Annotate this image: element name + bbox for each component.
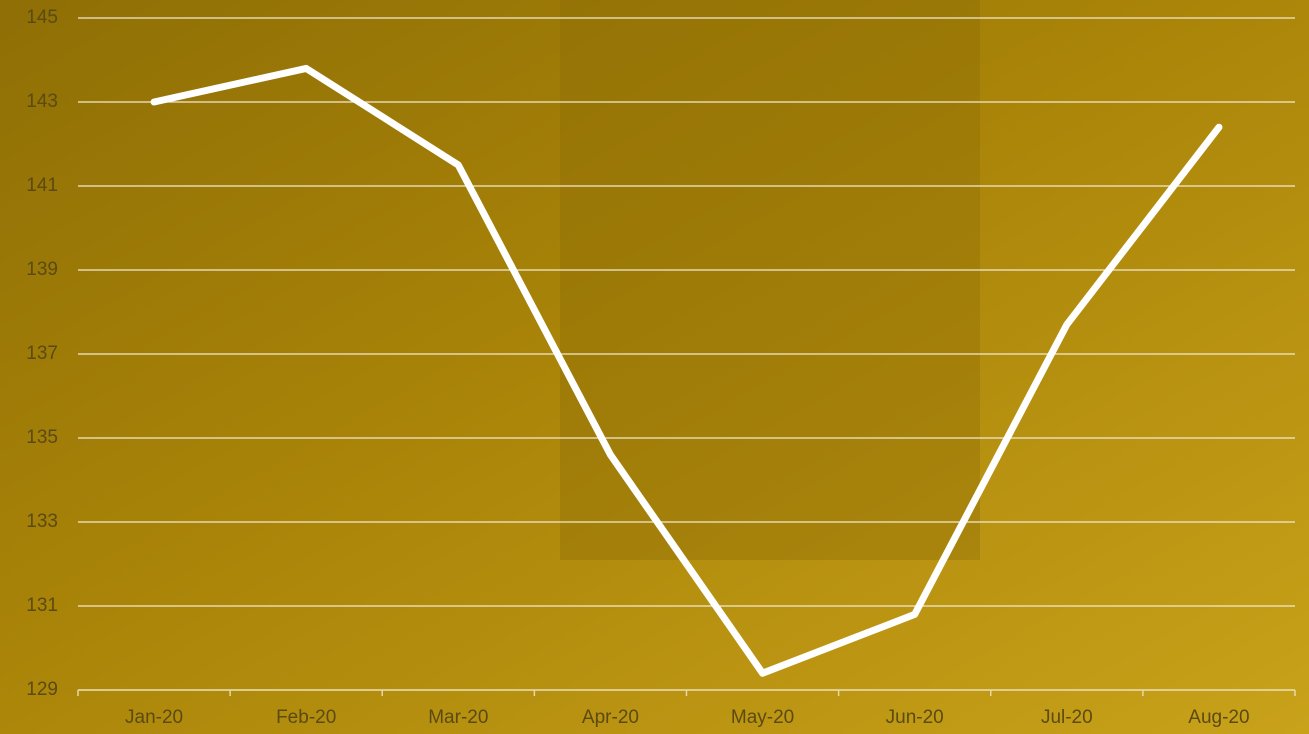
y-tick-label: 145 — [26, 7, 58, 28]
y-tick-label: 141 — [26, 175, 58, 196]
x-tick-label: Jan-20 — [125, 707, 183, 728]
y-tick-label: 143 — [26, 91, 58, 112]
chart: 129 131 133 135 137 139 141 143 145 Jan-20 Feb-20 M… — [0, 0, 1309, 734]
x-tick-label: Apr-20 — [582, 707, 639, 728]
x-tick-label: May-20 — [731, 707, 794, 728]
x-tick-label: Mar-20 — [428, 707, 488, 728]
y-tick-label: 135 — [26, 427, 58, 448]
x-tick-label: Feb-20 — [276, 707, 336, 728]
y-tick-label: 139 — [26, 259, 58, 280]
y-tick-label: 137 — [26, 343, 58, 364]
y-tick-label: 131 — [26, 595, 58, 616]
x-tick-label: Aug-20 — [1188, 707, 1249, 728]
x-tick-label: Jul-20 — [1041, 707, 1093, 728]
y-tick-label: 129 — [26, 679, 58, 700]
y-tick-label: 133 — [26, 511, 58, 532]
x-tick-label: Jun-20 — [886, 707, 944, 728]
